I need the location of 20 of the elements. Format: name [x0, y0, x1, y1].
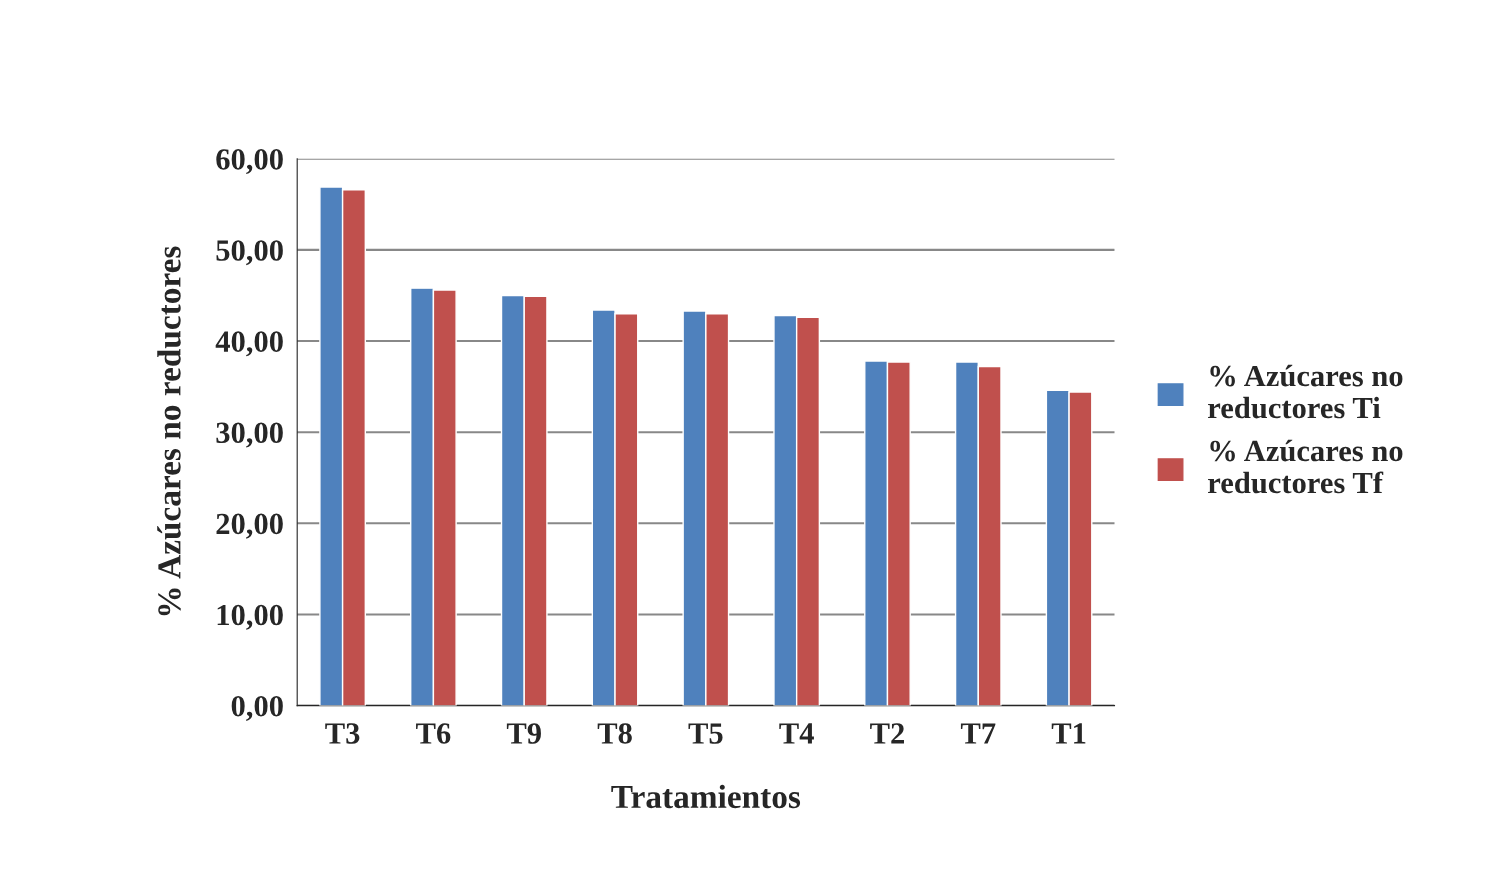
y-axis-title: % Azúcares no reductores — [157, 246, 181, 616]
x-tick-label: T6 — [416, 723, 451, 744]
x-tick-label: T8 — [597, 723, 632, 744]
y-tick-label: 60,00 — [216, 149, 283, 175]
x-tick-label: T3 — [325, 723, 360, 744]
y-tick-label: 20,00 — [216, 513, 283, 539]
y-tick-label: 10,00 — [217, 604, 283, 630]
y-tick-label: 0,00 — [231, 695, 283, 721]
y-tick-label: 50,00 — [216, 240, 283, 266]
legend-label: % Azúcares no reductores Tf — [1208, 439, 1403, 494]
x-tick-label: T4 — [779, 723, 814, 744]
y-tick-label: 40,00 — [215, 331, 283, 357]
legend-label: % Azúcares no reductores Ti — [1208, 364, 1403, 419]
x-tick-label: T9 — [506, 723, 541, 744]
x-tick-label: T1 — [1051, 723, 1086, 744]
x-tick-label: T2 — [870, 723, 904, 744]
x-axis-title: Tratamientos — [611, 784, 801, 809]
x-tick-label: T5 — [688, 723, 723, 744]
x-tick-label: T7 — [960, 723, 996, 744]
y-tick-label: 30,00 — [216, 422, 283, 448]
